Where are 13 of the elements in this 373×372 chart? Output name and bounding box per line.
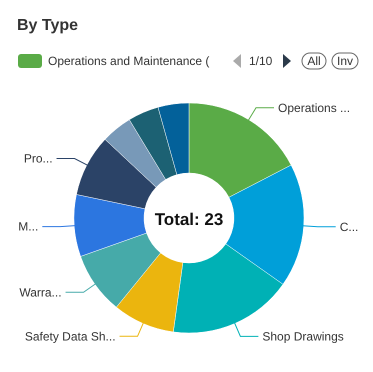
text: Inv [336,54,354,68]
slice-label: M... [18,220,38,234]
text: Operations and Maintenance ( [48,54,210,68]
text: Total: 23 [154,210,224,229]
slice-label: Warra... [19,285,62,300]
text: All [307,54,321,68]
text: 1/10 [249,54,273,68]
chart-title: By Type [17,17,78,34]
slice-label: Shop Drawings [262,329,344,344]
slice-label: Pro... [24,152,53,166]
slice-label: Safety Data Sh... [24,329,116,344]
slice-label: Operations ... [278,100,350,115]
slice-label: C... [340,220,358,234]
